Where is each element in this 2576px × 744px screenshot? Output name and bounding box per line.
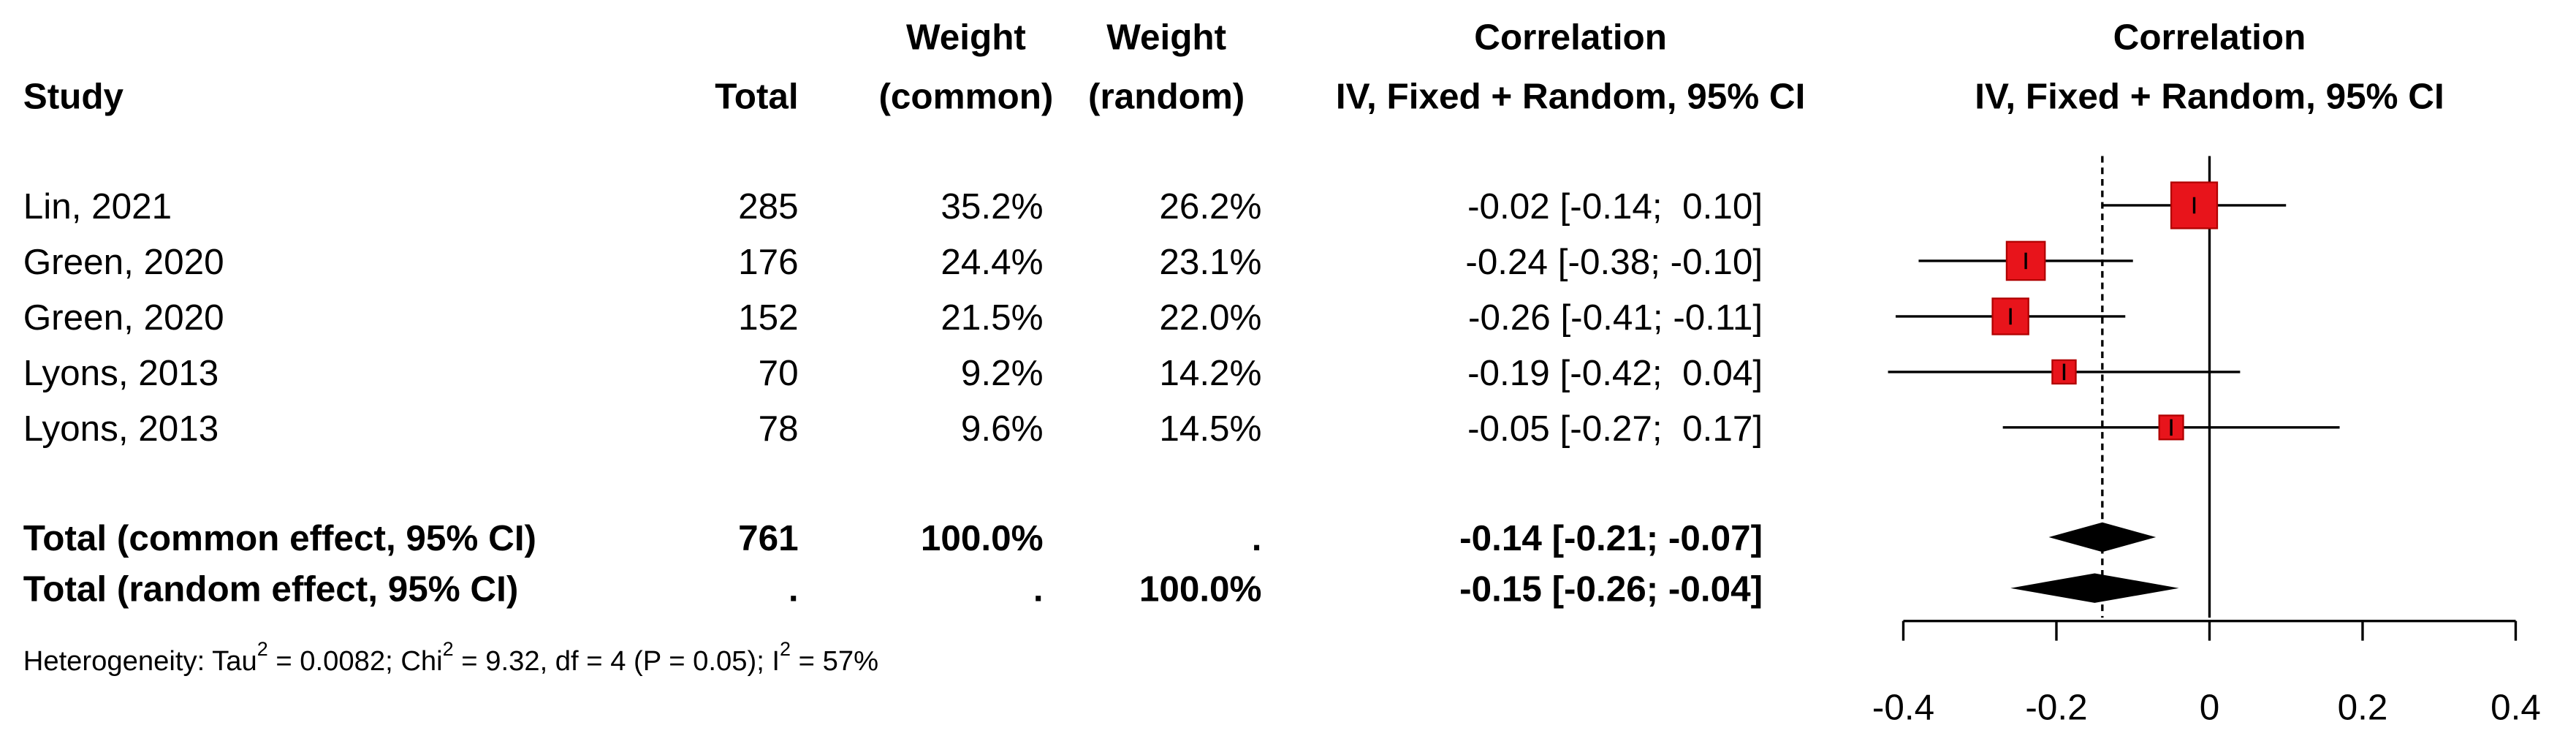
weight-common-cell: . — [1033, 569, 1044, 610]
summary-diamond — [2010, 573, 2179, 603]
x-tick-label: 0.2 — [2338, 688, 2388, 728]
study-label: Lyons, 2013 — [23, 353, 219, 393]
weight-random-cell: 26.2% — [1159, 186, 1261, 227]
heterogeneity-text: Heterogeneity: Tau — [23, 645, 257, 677]
header-study: Study — [23, 76, 124, 116]
ci-cell: -0.15 [-0.26; -0.04] — [1459, 569, 1763, 610]
weight-random-cell: 14.5% — [1159, 409, 1261, 449]
x-tick-label: 0 — [2200, 688, 2220, 728]
header-ci: IV, Fixed + Random, 95% CI — [1336, 76, 1805, 116]
ci-cell: -0.24 [-0.38; -0.10] — [1465, 242, 1763, 282]
ci-cell: -0.14 [-0.21; -0.07] — [1459, 518, 1763, 558]
weight-random-cell: 100.0% — [1139, 569, 1262, 610]
weight-random-cell: 23.1% — [1159, 242, 1261, 282]
x-tick-label: 0.4 — [2490, 688, 2541, 728]
x-tick-label: -0.4 — [1872, 688, 1934, 728]
weight-common-cell: 35.2% — [941, 186, 1043, 227]
weight-common-cell: 9.2% — [961, 353, 1044, 393]
weight-random-cell: . — [1252, 518, 1262, 558]
weight-common-cell: 24.4% — [941, 242, 1043, 282]
heterogeneity-text: = 57% — [791, 645, 878, 677]
study-label: Green, 2020 — [23, 242, 224, 282]
study-label: Lin, 2021 — [23, 186, 172, 227]
x-tick-label: -0.2 — [2025, 688, 2087, 728]
heterogeneity: Heterogeneity: Tau2 = 0.0082; Chi2 = 9.3… — [23, 638, 878, 677]
header-weight-random: (random) — [1088, 76, 1245, 116]
ci-cell: -0.05 [-0.27; 0.17] — [1467, 409, 1763, 449]
header-plot: Correlation — [2113, 17, 2306, 57]
superscript: 2 — [443, 638, 454, 660]
header-weight-random: Weight — [1106, 17, 1226, 57]
total-cell: 176 — [738, 242, 798, 282]
total-cell: 70 — [759, 353, 799, 393]
heterogeneity-text: = 0.0082; Chi — [268, 645, 443, 677]
weight-random-cell: 14.2% — [1159, 353, 1261, 393]
study-label: Total (random effect, 95% CI) — [23, 569, 519, 610]
study-label: Lyons, 2013 — [23, 409, 219, 449]
heterogeneity-text: = 9.32, df = 4 (P = 0.05); I — [454, 645, 780, 677]
superscript: 2 — [780, 638, 791, 660]
ci-cell: -0.02 [-0.14; 0.10] — [1467, 186, 1763, 227]
header-total: Total — [715, 76, 798, 116]
superscript: 2 — [257, 638, 268, 660]
header-weight-common: Weight — [906, 17, 1026, 57]
header-ci: Correlation — [1474, 17, 1667, 57]
ci-cell: -0.19 [-0.42; 0.04] — [1467, 353, 1763, 393]
total-cell: 78 — [759, 409, 799, 449]
weight-random-cell: 22.0% — [1159, 297, 1261, 338]
study-label: Green, 2020 — [23, 297, 224, 338]
study-label: Total (common effect, 95% CI) — [23, 518, 536, 558]
weight-common-cell: 100.0% — [921, 518, 1044, 558]
header-weight-common: (common) — [878, 76, 1053, 116]
weight-common-cell: 9.6% — [961, 409, 1044, 449]
total-cell: . — [789, 569, 799, 610]
header-plot: IV, Fixed + Random, 95% CI — [1975, 76, 2444, 116]
total-cell: 285 — [738, 186, 798, 227]
study-box — [2005, 240, 2046, 281]
total-cell: 761 — [738, 518, 798, 558]
summary-diamond — [2048, 522, 2157, 553]
ci-cell: -0.26 [-0.41; -0.11] — [1468, 297, 1763, 338]
total-cell: 152 — [738, 297, 798, 338]
weight-common-cell: 21.5% — [941, 297, 1043, 338]
